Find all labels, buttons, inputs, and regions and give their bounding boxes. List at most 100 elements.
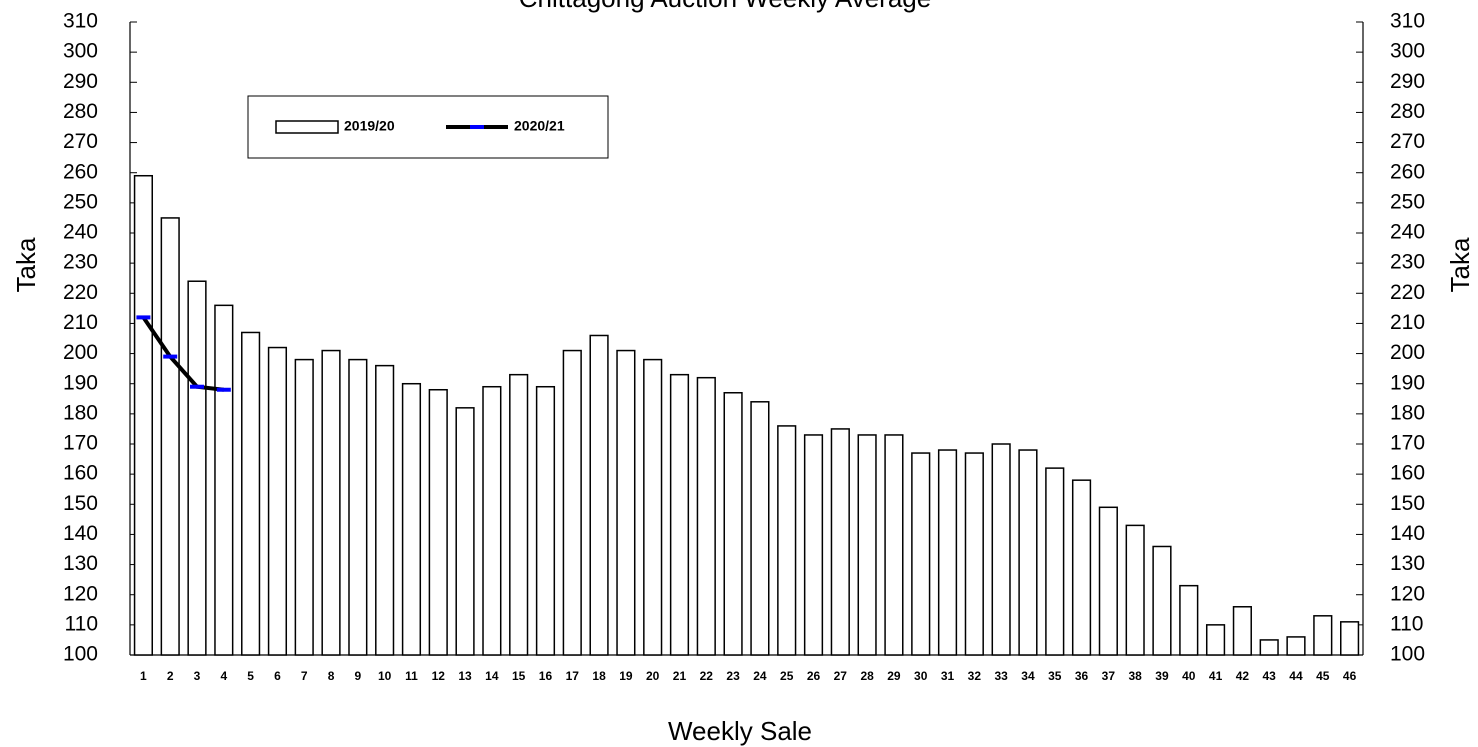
x-tick-label: 1 [140,669,147,683]
x-tick-label: 46 [1343,669,1357,683]
x-tick-label: 11 [405,669,418,683]
y2-axis-label: Taka [1445,237,1475,292]
legend-label: 2019/20 [344,118,395,134]
bar [643,358,663,656]
chart-title: Chittagong Auction Weekly Average [519,0,931,13]
y-tick-label: 140 [63,522,98,545]
x-tick-label: 21 [673,669,687,683]
y-axis-label: Taka [11,237,41,292]
bar [348,358,368,656]
y-tick-label: 280 [63,100,98,123]
x-tick-label: 36 [1075,669,1089,683]
bar [267,346,288,656]
x-tick-label: 10 [378,669,392,683]
bar [1286,636,1306,656]
y2-tick-label: 270 [1390,130,1425,153]
x-tick-label: 6 [274,669,281,683]
x-tick-label: 9 [354,669,361,683]
y-tick-label: 310 [63,10,98,33]
x-tick-label: 7 [301,669,308,683]
y-tick-label: 250 [63,190,98,213]
bar [991,443,1011,656]
bar [884,434,904,656]
bar [696,376,716,656]
x-tick-label: 39 [1155,669,1169,683]
bar [1071,479,1092,656]
bar [669,373,690,656]
bar [589,334,609,656]
x-tick-label: 34 [1021,669,1035,683]
x-tick-label: 15 [512,669,526,683]
x-tick-label: 43 [1263,669,1277,683]
y-tick-label: 110 [65,612,98,635]
y2-tick-label: 290 [1390,70,1425,93]
bar [616,349,636,656]
bar [964,452,984,656]
x-tick-label: 17 [566,669,580,683]
y-tick-label: 170 [63,432,98,455]
bar [509,373,529,656]
x-tick-label: 29 [887,669,901,683]
x-tick-label: 24 [753,669,767,683]
y-tick-label: 150 [63,492,98,515]
x-tick-label: 37 [1102,669,1116,683]
bar [428,388,448,656]
x-tick-label: 45 [1316,669,1330,683]
bar [723,392,743,656]
bar [1179,584,1199,656]
y-tick-label: 200 [63,341,98,364]
x-tick-label: 35 [1048,669,1062,683]
bar [133,174,153,656]
y2-tick-label: 130 [1390,552,1425,575]
x-axis-label: Weekly Sale [668,716,812,746]
y-tick-label: 270 [63,130,98,153]
y2-tick-label: 210 [1390,311,1425,334]
bar [455,407,475,656]
bar [750,401,770,656]
x-tick-label: 18 [592,669,606,683]
bar [937,449,958,656]
line [141,316,225,392]
bar [1205,624,1226,656]
x-tick-label: 5 [247,669,254,683]
x-tick-label: 32 [968,669,982,683]
bar [375,364,395,656]
x-tick-label: 28 [860,669,874,683]
x-tick-label: 13 [458,669,472,683]
x-tick-label: 22 [700,669,714,683]
y-tick-label: 220 [63,281,98,304]
bar [1259,639,1279,656]
x-tick-label: 42 [1236,669,1250,683]
bar [294,358,314,656]
x-tick-label: 12 [432,669,446,683]
y2-tick-label: 230 [1390,251,1425,274]
bar [1045,467,1065,656]
x-tick-label: 26 [807,669,821,683]
x-tick-label: 8 [328,669,335,683]
bar [187,280,207,656]
x-tick-label: 44 [1289,669,1303,683]
bar [1018,449,1038,656]
y2-tick-label: 170 [1390,432,1425,455]
y2-tick-label: 110 [1390,612,1423,635]
y2-tick-label: 120 [1390,582,1425,605]
legend-swatch [275,120,339,134]
y2-tick-label: 300 [1390,40,1425,63]
y2-tick-label: 310 [1390,10,1425,33]
y-tick-label: 210 [63,311,98,334]
y2-tick-label: 250 [1390,190,1425,213]
bar [214,304,234,656]
bar [1340,621,1360,656]
bar [562,349,582,656]
x-tick-label: 14 [485,669,499,683]
y-tick-label: 300 [63,40,98,63]
x-tick-label: 33 [994,669,1008,683]
y-tick-label: 160 [63,462,98,485]
bar [1152,545,1172,656]
bar [401,382,422,656]
bar [241,331,261,656]
bar [777,425,797,656]
x-tick-label: 2 [167,669,174,683]
x-tick-label: 23 [726,669,740,683]
